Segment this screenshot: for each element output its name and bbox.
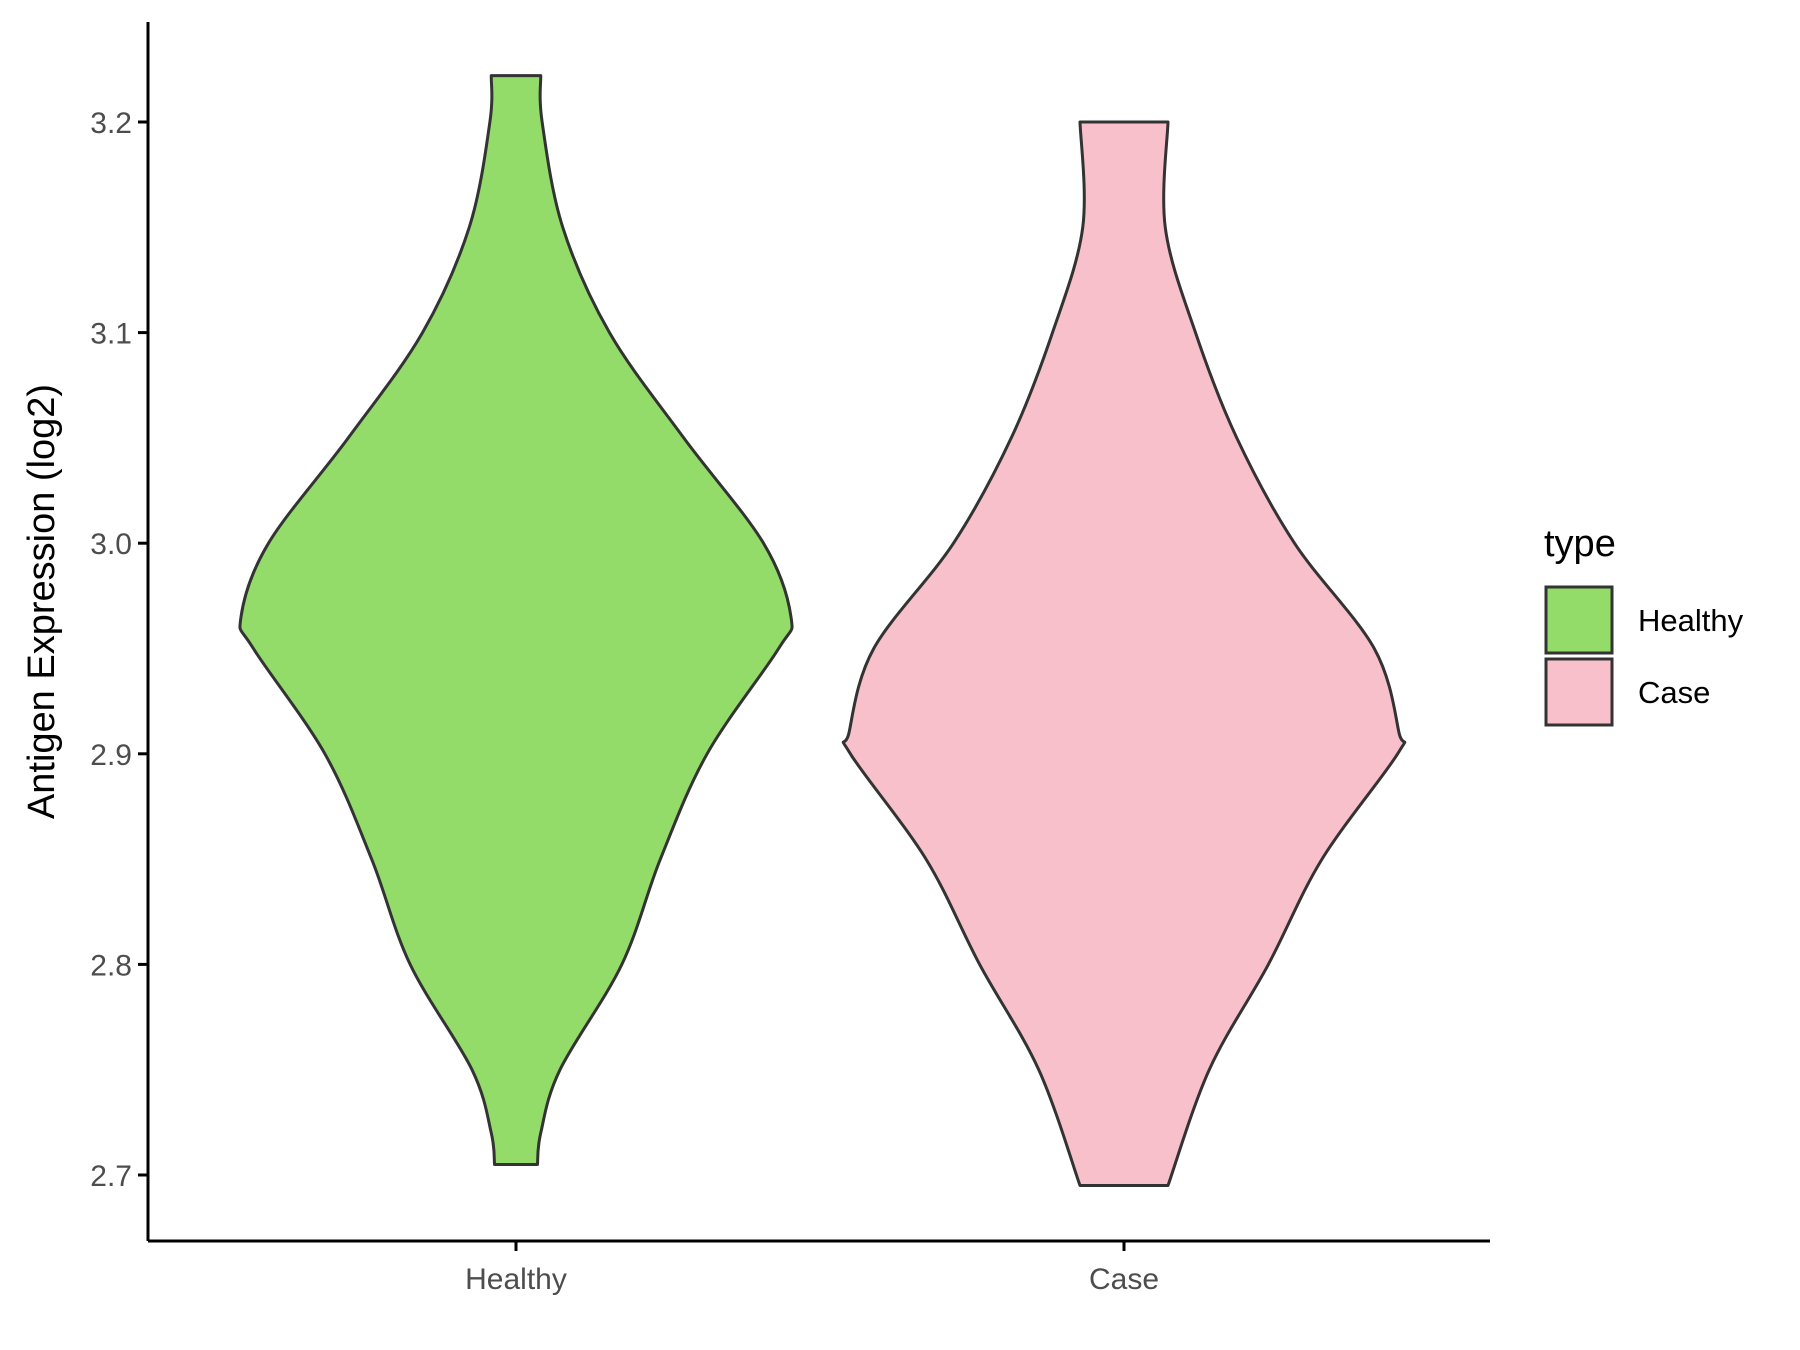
y-axis-title: Antigen Expression (log2) bbox=[21, 384, 63, 819]
y-tick-label: 3.0 bbox=[90, 528, 132, 561]
legend: type Healthy Case bbox=[1544, 523, 1744, 727]
y-tick-label: 2.9 bbox=[90, 739, 132, 772]
legend-label-healthy: Healthy bbox=[1638, 603, 1744, 638]
y-tick-label: 2.8 bbox=[90, 949, 132, 982]
y-axis-ticks: 2.7 2.8 2.9 3.0 3.1 3.2 bbox=[90, 107, 148, 1193]
legend-items: Healthy Case bbox=[1544, 585, 1744, 727]
legend-label-case: Case bbox=[1638, 675, 1710, 710]
y-tick-label: 3.2 bbox=[90, 107, 132, 140]
violin-case bbox=[841, 120, 1407, 1188]
violins bbox=[238, 74, 1407, 1188]
legend-swatch-healthy bbox=[1544, 585, 1614, 655]
legend-title: type bbox=[1544, 523, 1616, 565]
x-axis-ticks: Healthy Case bbox=[465, 1241, 1159, 1296]
y-tick-label: 2.7 bbox=[90, 1160, 132, 1193]
violin-healthy bbox=[238, 74, 794, 1166]
x-tick-label: Healthy bbox=[465, 1263, 567, 1296]
legend-swatch-case bbox=[1544, 657, 1614, 727]
x-tick-label: Case bbox=[1089, 1263, 1159, 1296]
y-tick-label: 3.1 bbox=[90, 318, 132, 351]
